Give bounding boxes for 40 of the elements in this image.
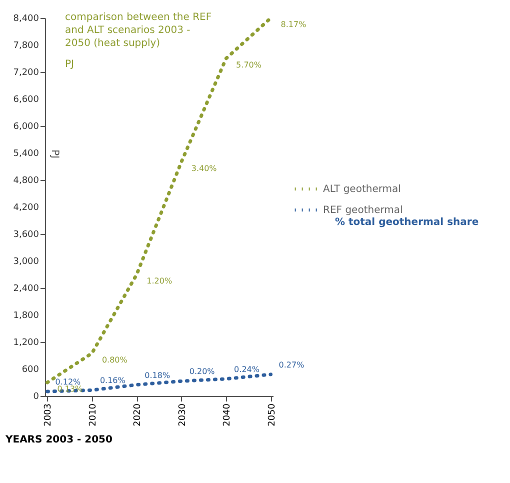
- y-tick-label: 7,800: [13, 41, 40, 51]
- annotation: 0.24%: [234, 364, 260, 374]
- legend-label: REF geothermal: [323, 205, 403, 216]
- legend-label: ALT geothermal: [323, 184, 401, 195]
- x-tick-label: 2030: [178, 403, 188, 426]
- annotation: 5.70%: [236, 60, 262, 70]
- annotation: 0.20%: [189, 367, 216, 376]
- x-tick-label: 2040: [222, 403, 233, 426]
- annotation: 0.12%: [55, 378, 82, 386]
- x-tick-label: 2010: [88, 403, 98, 426]
- y-tick-label: 600: [22, 365, 40, 375]
- annotation: 1.20%: [146, 276, 172, 286]
- y-tick-label: 8,400: [13, 14, 40, 24]
- y-tick-label: 6,000: [13, 122, 40, 132]
- x-axis-title: YEARS 2003 - 2050: [4, 434, 113, 446]
- y-tick-label: 1,200: [13, 338, 40, 348]
- annotation: 3.40%: [191, 164, 218, 173]
- x-tick-label: 2003: [44, 404, 54, 426]
- y-tick-label: 3,600: [13, 230, 40, 240]
- y-tick-label: 4,200: [13, 203, 40, 213]
- y-tick-label: 4,800: [13, 176, 40, 186]
- y-tick-label: 6,600: [13, 95, 40, 105]
- y-tick-label: 3,000: [13, 257, 40, 267]
- y-tick-label: 7,200: [13, 68, 40, 78]
- y-tick-label: 0: [33, 392, 40, 402]
- y-tick-label: 5,400: [13, 149, 40, 159]
- annotation: 0.27%: [278, 360, 305, 370]
- annotation: 0.80%: [102, 355, 128, 364]
- annotation: 0.16%: [100, 376, 126, 386]
- text: % total geothermal share: [335, 217, 479, 228]
- x-tick-label: 2050: [267, 403, 278, 426]
- y-tick-label: 2,400: [13, 284, 40, 294]
- line-series: [45, 372, 273, 394]
- annotation: 8.17%: [280, 20, 307, 29]
- text: PJ: [65, 59, 74, 70]
- annotation: 0.18%: [144, 370, 170, 380]
- y-tick-label: 1,800: [13, 311, 40, 321]
- y-axis-title: PJ: [49, 150, 60, 158]
- x-tick-label: 2020: [133, 403, 144, 426]
- text: comparison between the REF and ALT scenarios 2003 - 2050 (heat supply): [65, 12, 212, 49]
